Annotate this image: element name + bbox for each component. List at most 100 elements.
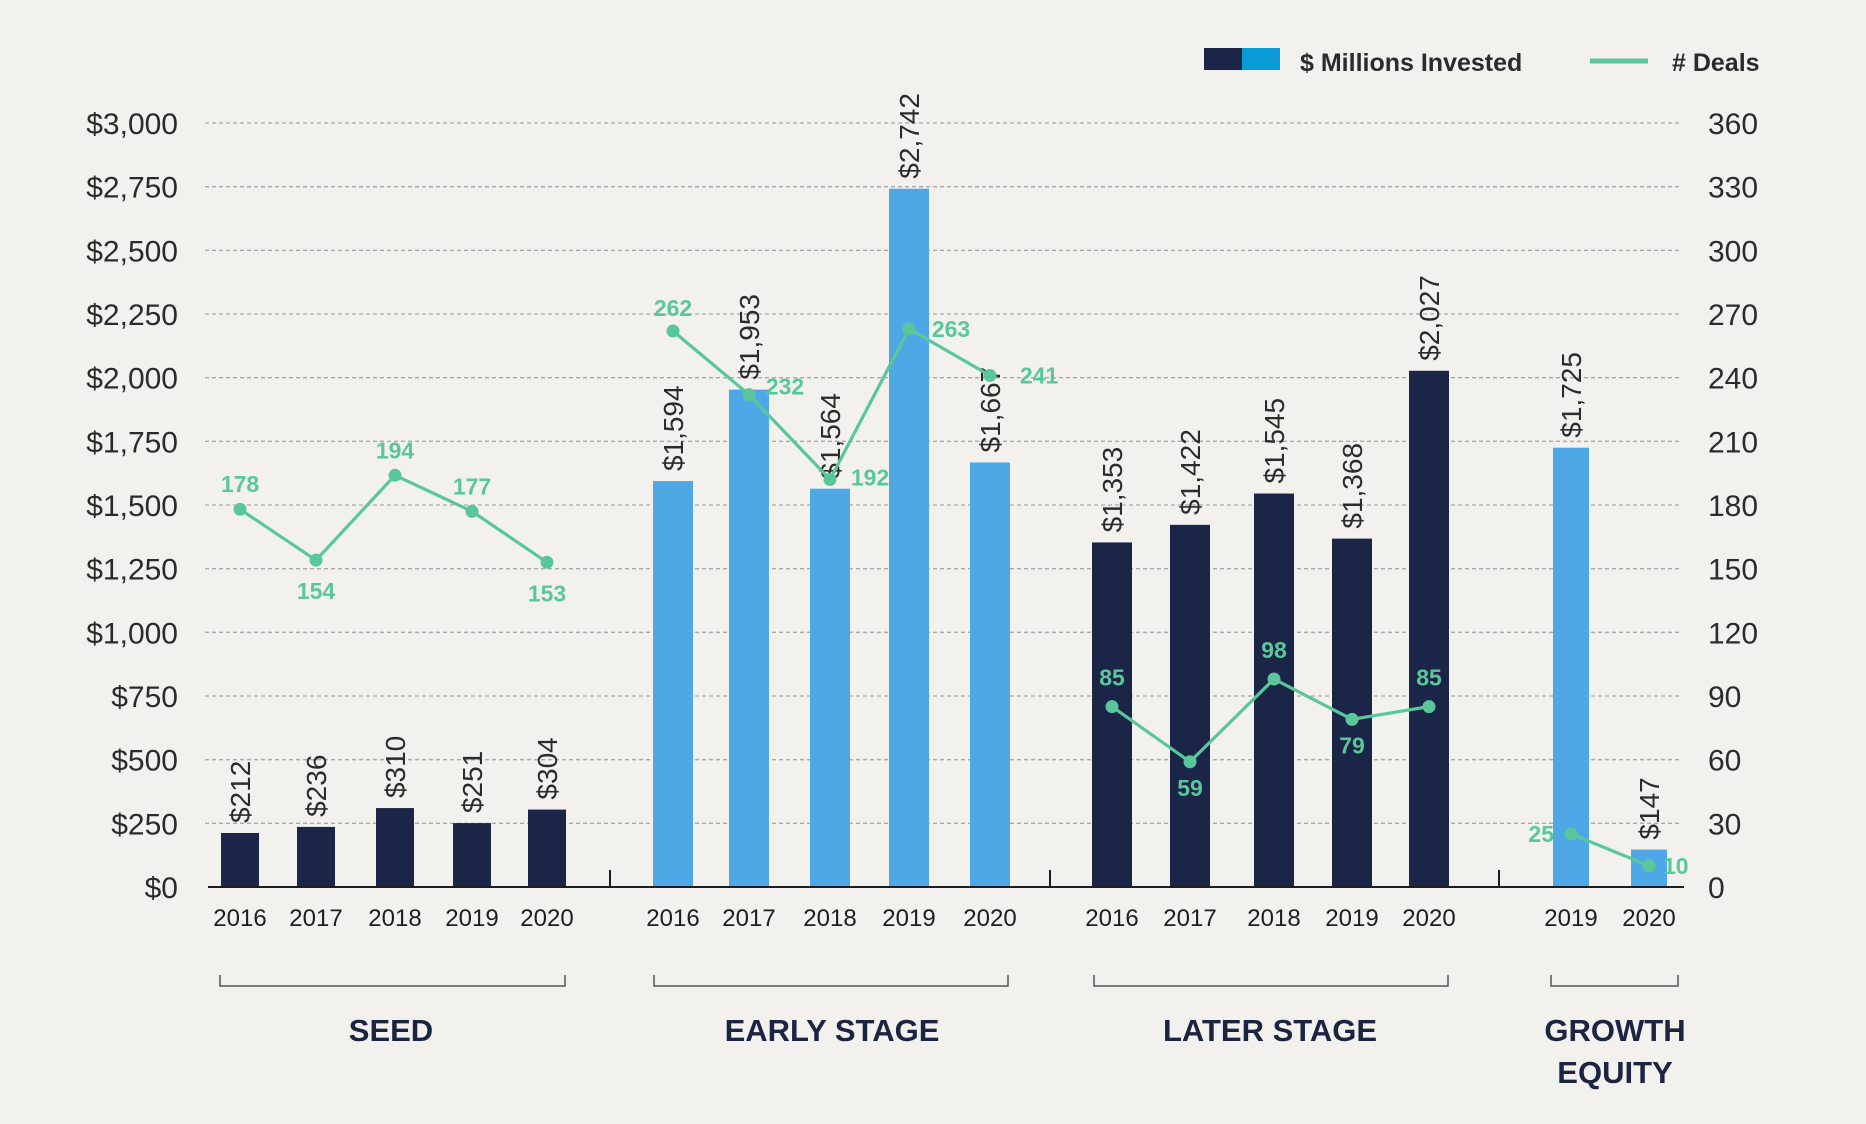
bar <box>1553 447 1589 887</box>
deals-value-label: 79 <box>1339 732 1365 758</box>
y-tick-left: $2,250 <box>86 299 178 332</box>
deals-value-label: 241 <box>1020 363 1059 389</box>
y-tick-right: 30 <box>1708 808 1741 841</box>
x-tick-label: 2020 <box>520 905 573 932</box>
bar <box>889 188 929 888</box>
y-tick-right: 270 <box>1708 299 1758 332</box>
deals-point <box>983 369 997 383</box>
y-tick-right: 90 <box>1708 681 1741 714</box>
deals-value-label: 153 <box>528 580 566 606</box>
deals-value-label: 178 <box>221 471 260 497</box>
bar-value-label: $1,564 <box>815 393 846 479</box>
bar <box>297 826 335 887</box>
deals-point <box>1105 700 1119 714</box>
gridlines <box>205 122 1682 824</box>
x-tick-label: 2017 <box>1163 905 1216 932</box>
x-tick-label: 2020 <box>1402 905 1455 932</box>
deals-line <box>239 473 548 564</box>
group-label: GROWTH <box>1544 1013 1685 1048</box>
y-tick-right: 120 <box>1708 617 1758 650</box>
deals-point <box>233 502 247 516</box>
x-tick-label: 2018 <box>803 905 856 932</box>
deals-point <box>1267 672 1281 686</box>
bar-value-label: $1,725 <box>1556 352 1587 438</box>
bar-value-label: $1,368 <box>1337 443 1368 529</box>
bars: $212 $236 $310 $251 $304 $1,594 $1,953 $1,564 $2… <box>221 93 1667 888</box>
deals-point <box>309 553 323 567</box>
group-bracket <box>1550 975 1679 987</box>
y-tick-left: $1,500 <box>86 490 178 523</box>
y-tick-right: 60 <box>1708 745 1741 778</box>
y-tick-left: $3,000 <box>86 108 178 141</box>
y-axis-right: 0 30 60 90 120 150 180 210 240 270 300 330 360 <box>1708 108 1758 905</box>
bar-value-label: $2,027 <box>1414 275 1445 361</box>
y-tick-right: 360 <box>1708 108 1758 141</box>
deals-point <box>666 324 680 338</box>
legend-swatch-dark <box>1204 48 1242 70</box>
group-label: LATER STAGE <box>1163 1013 1377 1048</box>
y-tick-left: $1,750 <box>86 426 178 459</box>
y-tick-left: $2,500 <box>86 235 178 268</box>
deals-value-label: 192 <box>851 465 889 491</box>
x-tick-label: 2019 <box>445 905 498 932</box>
x-tick-label: 2020 <box>1622 905 1675 932</box>
deals-value-label: 263 <box>932 316 970 342</box>
bar <box>1254 493 1294 887</box>
deals-value-label: 59 <box>1177 775 1203 801</box>
x-tick-label: 2017 <box>289 905 342 932</box>
deals-point <box>1183 755 1197 769</box>
bar <box>810 488 850 887</box>
y-tick-left: $0 <box>145 872 178 905</box>
x-axis: 2016 2017 2018 2019 2020 2016 2017 2018 2019 2020… <box>208 870 1684 932</box>
x-tick-label: 2019 <box>1544 905 1597 932</box>
deals-value-label: 177 <box>453 473 491 499</box>
deals-point <box>1422 700 1436 714</box>
group-bracket <box>1093 975 1449 987</box>
x-tick-label: 2018 <box>368 905 421 932</box>
legend: $ Millions Invested # Deals <box>1204 48 1760 77</box>
y-tick-left: $250 <box>111 808 178 841</box>
deals-point <box>388 468 402 482</box>
y-tick-right: 210 <box>1708 426 1758 459</box>
deals-point <box>902 322 916 336</box>
y-tick-right: 330 <box>1708 172 1758 205</box>
bar-value-label: $2,742 <box>894 93 925 179</box>
deals-point <box>823 473 837 487</box>
bar <box>221 833 259 887</box>
x-tick-label: 2020 <box>963 905 1016 932</box>
deals-point <box>742 388 756 402</box>
group-bracket <box>219 975 566 987</box>
deals-value-label: 10 <box>1663 853 1689 879</box>
legend-line-label: # Deals <box>1672 49 1760 77</box>
deal-lines: 178 154 194 177 153 262 232 192 263 241 85 59 98 79 85… <box>221 295 1689 879</box>
group-label: EQUITY <box>1557 1055 1673 1090</box>
y-tick-left: $750 <box>111 681 178 714</box>
x-tick-label: 2016 <box>646 905 699 932</box>
bar <box>453 823 491 887</box>
bar-value-label: $1,953 <box>734 294 765 380</box>
bar <box>1409 370 1449 888</box>
bar-value-label: $236 <box>301 755 332 817</box>
bar-value-label: $1,545 <box>1259 398 1290 484</box>
y-axis-left: $0 $250 $500 $750 $1,000 $1,250 $1,500 $1,750 $2… <box>86 108 178 905</box>
y-tick-right: 300 <box>1708 235 1758 268</box>
bar <box>528 809 566 887</box>
x-tick-label: 2019 <box>1325 905 1378 932</box>
legend-bar-label: $ Millions Invested <box>1300 49 1522 77</box>
y-tick-right: 0 <box>1708 872 1725 905</box>
x-tick-label: 2016 <box>1085 905 1138 932</box>
legend-swatch-light <box>1242 48 1280 70</box>
y-tick-right: 180 <box>1708 490 1758 523</box>
deals-value-label: 85 <box>1416 665 1442 691</box>
bar-value-label: $1,422 <box>1175 429 1206 515</box>
bar-value-label: $304 <box>532 737 563 799</box>
bar <box>1170 524 1210 887</box>
bar <box>729 389 769 887</box>
deals-point <box>540 555 554 569</box>
deals-value-label: 85 <box>1099 665 1125 691</box>
deals-point <box>1345 712 1359 726</box>
bar-value-label: $147 <box>1634 777 1665 839</box>
bar-value-label: $251 <box>457 751 488 813</box>
deals-value-label: 232 <box>766 374 804 400</box>
